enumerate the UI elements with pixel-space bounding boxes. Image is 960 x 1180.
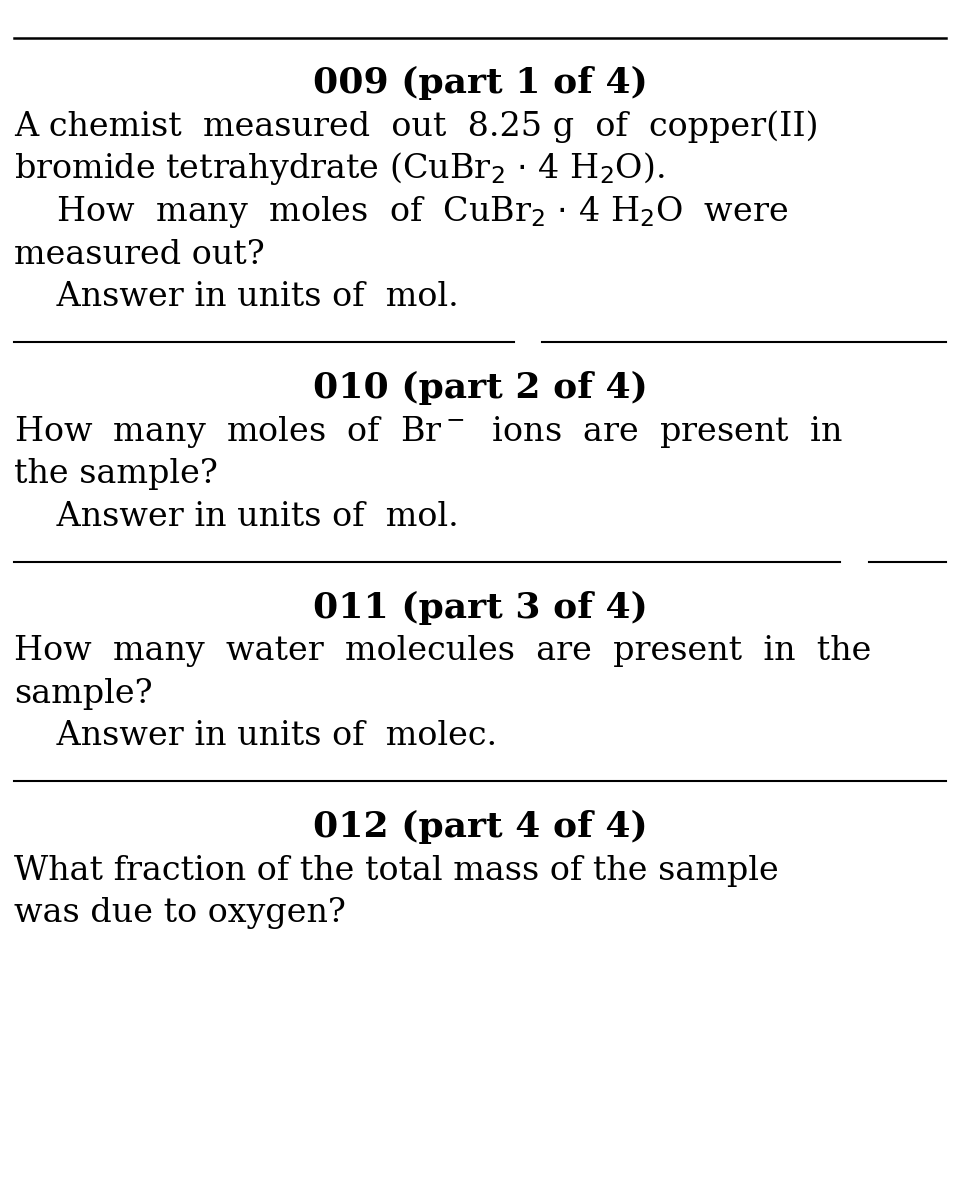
Text: the sample?: the sample? (14, 458, 218, 491)
Text: measured out?: measured out? (14, 238, 265, 271)
Text: Answer in units of  mol.: Answer in units of mol. (14, 500, 459, 533)
Text: How  many  moles  of  Br$^-$  ions  are  present  in: How many moles of Br$^-$ ions are presen… (14, 414, 843, 450)
Text: 010 (part 2 of 4): 010 (part 2 of 4) (313, 372, 647, 405)
Text: 011 (part 3 of 4): 011 (part 3 of 4) (313, 591, 647, 624)
Text: How  many  moles  of  CuBr$_2$ $\cdot$ 4 H$_2$O  were: How many moles of CuBr$_2$ $\cdot$ 4 H$_… (14, 195, 788, 230)
Text: 009 (part 1 of 4): 009 (part 1 of 4) (313, 66, 647, 99)
Text: was due to oxygen?: was due to oxygen? (14, 897, 347, 930)
Text: What fraction of the total mass of the sample: What fraction of the total mass of the s… (14, 854, 780, 887)
Text: bromide tetrahydrate (CuBr$_2$ $\cdot$ 4 H$_2$O).: bromide tetrahydrate (CuBr$_2$ $\cdot$ 4… (14, 150, 665, 188)
Text: sample?: sample? (14, 677, 153, 710)
Text: Answer in units of  molec.: Answer in units of molec. (14, 720, 497, 753)
Text: How  many  water  molecules  are  present  in  the: How many water molecules are present in … (14, 635, 872, 668)
Text: A chemist  measured  out  8.25 g  of  copper(II): A chemist measured out 8.25 g of copper(… (14, 110, 819, 143)
Text: Answer in units of  mol.: Answer in units of mol. (14, 281, 459, 314)
Text: 012 (part 4 of 4): 012 (part 4 of 4) (313, 811, 647, 844)
